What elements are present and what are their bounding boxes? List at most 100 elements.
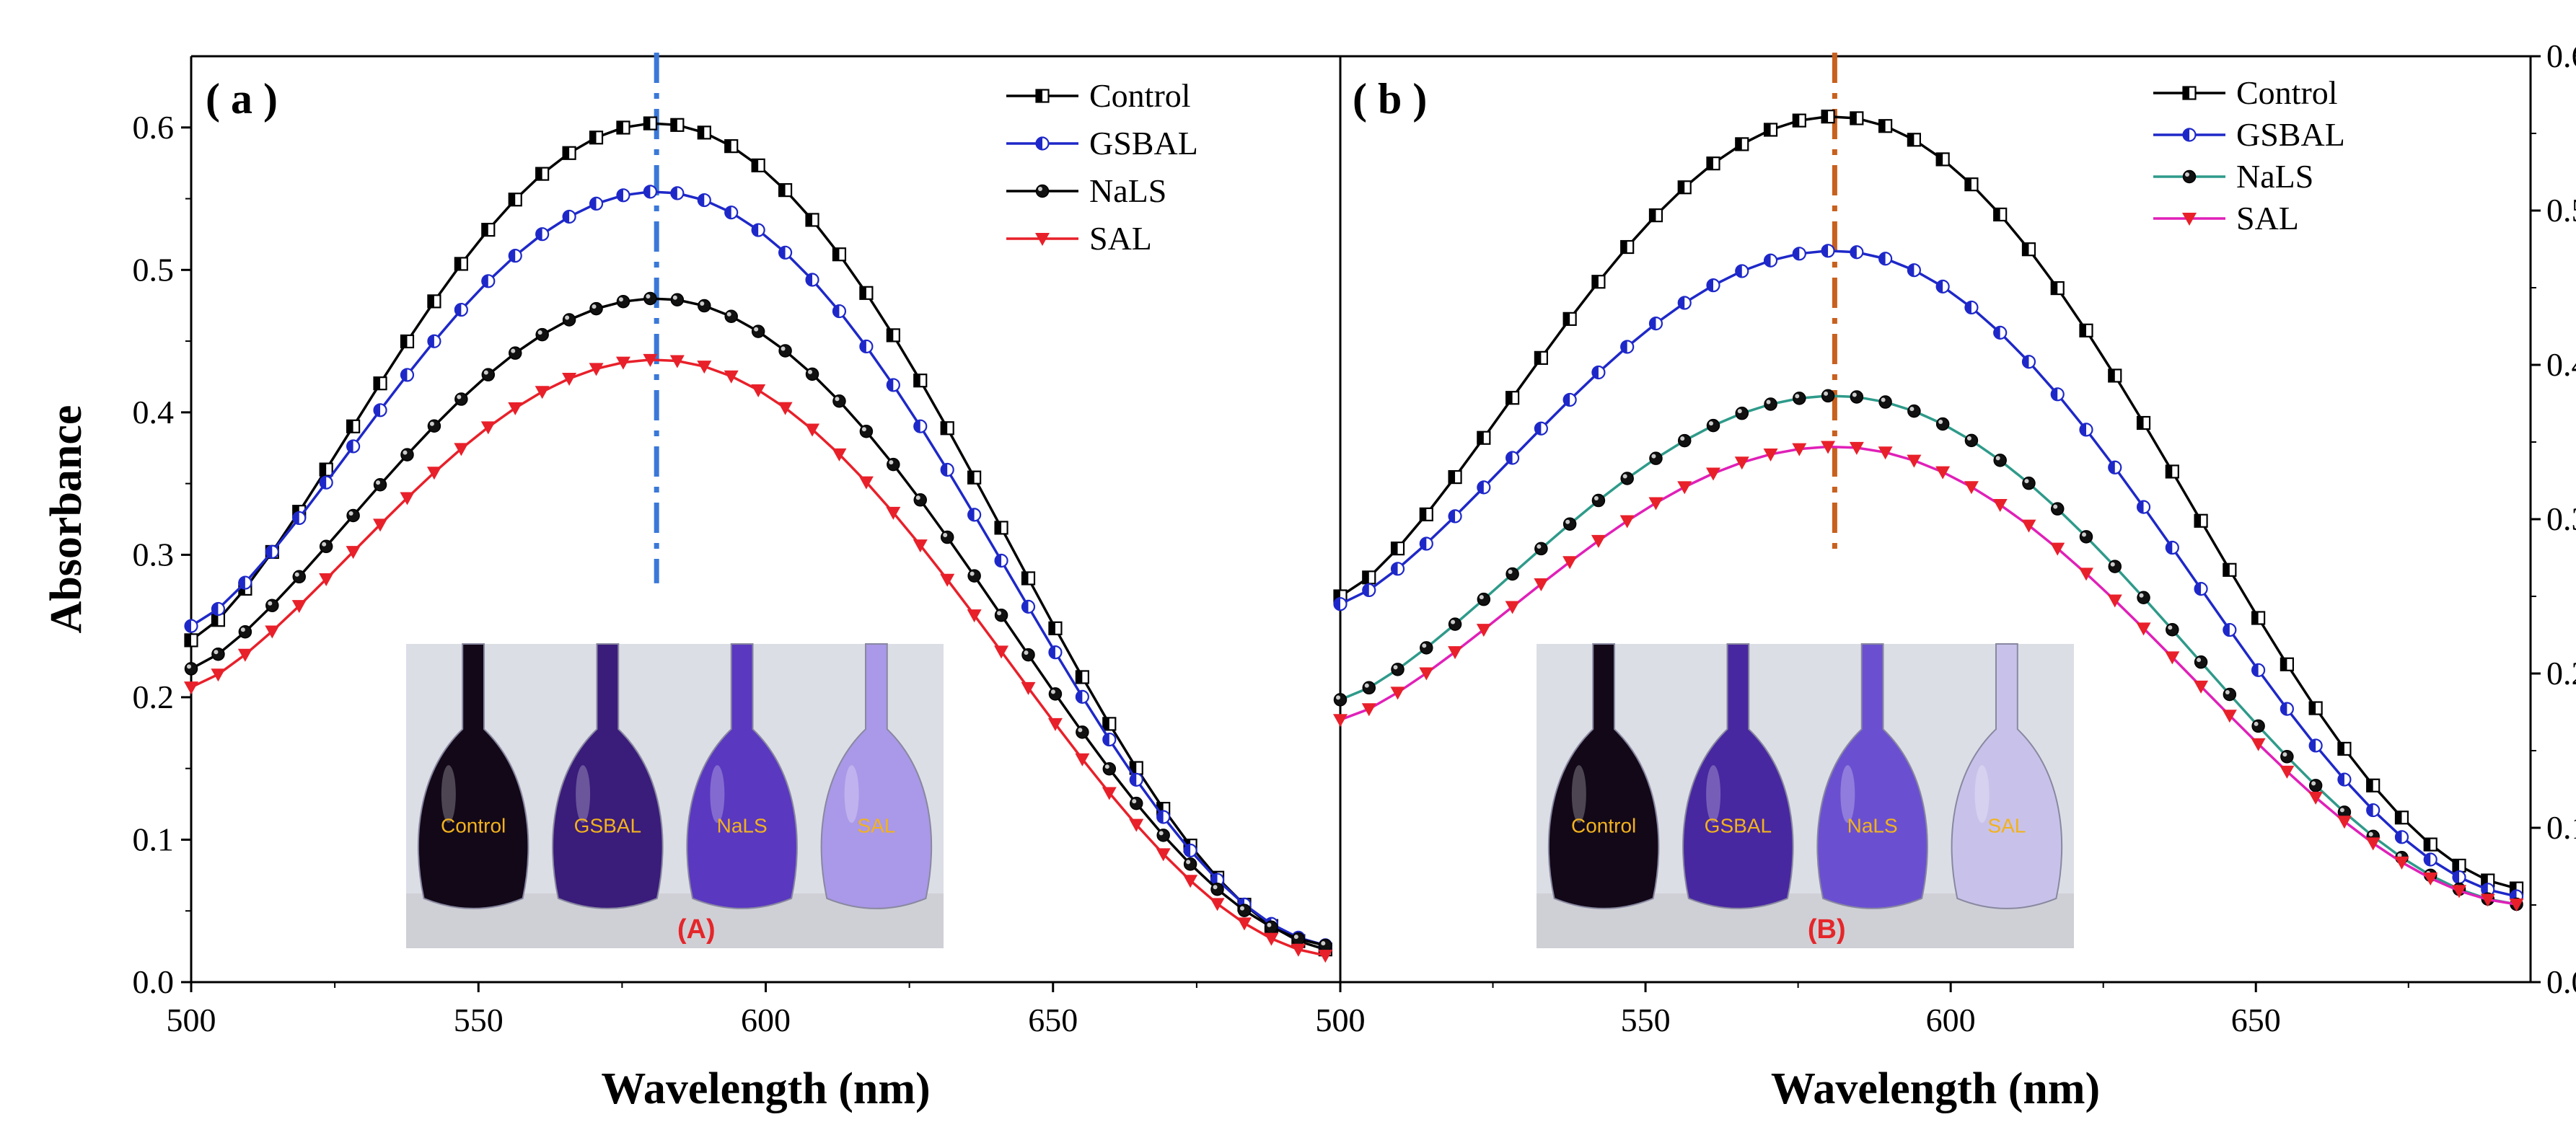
y-tick-label: 0.3 — [133, 536, 175, 573]
data-point-nals-shine — [1078, 728, 1083, 733]
x-tick-label: 500 — [1316, 1002, 1366, 1038]
data-point-nals — [292, 570, 306, 584]
data-point-control-fill — [1477, 431, 1484, 444]
data-point-gsbal-fill — [2137, 500, 2144, 513]
data-point-gsbal-fill — [1363, 583, 1369, 596]
data-point-nals-shine — [1795, 394, 1800, 399]
data-point-gsbal-fill — [320, 476, 327, 489]
data-point-control-fill — [1076, 671, 1083, 684]
data-point-sal — [2079, 568, 2093, 581]
x-tick-label: 550 — [1621, 1002, 1671, 1038]
data-point-nals — [1156, 829, 1170, 842]
data-point-nals-shine — [2168, 625, 2173, 630]
data-point-control-fill — [2367, 779, 2373, 792]
data-point-control-fill — [1049, 622, 1055, 635]
data-point-gsbal-fill — [752, 224, 759, 237]
data-point-control-fill — [320, 463, 327, 476]
data-point-nals — [1850, 390, 1864, 404]
data-point-nals-shine — [348, 511, 353, 516]
data-point-nals-shine — [214, 650, 219, 655]
data-point-sal — [778, 402, 793, 415]
data-point-control-fill — [1994, 208, 2000, 221]
data-point-sal — [535, 386, 550, 399]
data-point-control-fill — [752, 159, 759, 172]
data-point-nals — [1878, 395, 1892, 409]
y-tick-label: 0.4 — [133, 394, 175, 430]
data-point-nals-shine — [754, 327, 759, 332]
data-point-gsbal-fill — [1994, 326, 2000, 339]
data-point-control-fill — [968, 471, 975, 484]
data-point-nals-shine — [1293, 935, 1298, 940]
data-point-nals — [724, 309, 738, 323]
data-point-nals — [1333, 693, 1348, 707]
data-point-gsbal-fill — [2453, 871, 2459, 884]
data-point-nals — [1735, 406, 1749, 420]
data-point-gsbal-fill — [1449, 510, 1456, 523]
data-point-gsbal-fill — [1334, 598, 1340, 611]
data-point-nals — [1764, 397, 1777, 411]
data-point-nals-shine — [1593, 496, 1599, 501]
data-point-sal — [1210, 898, 1225, 911]
data-point-gsbal-fill — [1821, 244, 1829, 257]
data-point-nals — [1291, 932, 1306, 946]
legend-marker — [2182, 213, 2197, 226]
data-point-gsbal-fill — [2223, 624, 2230, 637]
data-point-gsbal-fill — [2109, 461, 2115, 474]
data-point-sal — [1619, 515, 1635, 529]
legend-marker-fill — [1036, 137, 1042, 150]
data-point-sal — [1183, 875, 1198, 888]
y-axis-title: Absorbance — [42, 405, 91, 634]
data-point-control-fill — [1965, 178, 1971, 191]
legend-entry-gsbal: GSBAL — [1006, 125, 1198, 162]
data-point-gsbal-fill — [2309, 739, 2316, 752]
data-point-nals — [2108, 560, 2122, 573]
vial-sal: SAL — [820, 643, 933, 909]
vial-label: SAL — [1987, 815, 2026, 837]
data-point-nals — [319, 539, 333, 554]
data-point-control-fill — [1563, 312, 1570, 325]
data-point-sal — [1792, 443, 1807, 456]
vial-body — [820, 643, 933, 909]
legend-entry-control: Control — [1006, 77, 1191, 114]
data-point-sal — [1291, 943, 1306, 957]
data-point-nals-shine — [1995, 456, 2000, 461]
data-point-sal — [237, 648, 252, 662]
data-point-gsbal-fill — [265, 545, 273, 558]
panel-b: 0.0 0.1 0.2 0.3 0.4 0.5 0.6 500 550 600 650 Wavelen… — [1316, 37, 2576, 1113]
data-point-sal — [319, 573, 334, 587]
legend-label: GSBAL — [2236, 116, 2345, 153]
data-point-control-fill — [2252, 611, 2259, 624]
data-point-nals-shine — [511, 348, 516, 353]
data-point-gsbal-fill — [1076, 690, 1083, 703]
data-point-gsbal-fill — [454, 304, 462, 317]
data-point-sal — [751, 384, 766, 397]
data-point-nals-shine — [781, 346, 786, 351]
data-point-nals-shine — [1267, 922, 1272, 927]
data-point-sal — [2423, 872, 2438, 886]
vial-highlight — [710, 765, 725, 823]
data-point-sal — [1361, 703, 1376, 717]
data-point-nals-shine — [808, 369, 813, 374]
data-point-gsbal-fill — [1477, 481, 1484, 494]
data-point-nals — [1237, 904, 1252, 917]
data-point-nals — [1907, 404, 1921, 418]
data-point-nals-shine — [1622, 474, 1627, 479]
data-point-control-fill — [1736, 138, 1742, 151]
data-point-nals-shine — [2053, 504, 2058, 509]
data-point-nals-shine — [592, 304, 597, 309]
data-point-nals-shine — [1938, 419, 1943, 424]
data-point-control-fill — [2223, 563, 2230, 576]
data-point-nals-shine — [1709, 421, 1713, 426]
series-line-sal — [1340, 445, 2517, 906]
data-point-control-fill — [211, 614, 219, 627]
data-point-nals-shine — [2197, 658, 2202, 663]
data-point-gsbal-fill — [698, 194, 705, 207]
vial-highlight — [1974, 765, 1990, 823]
data-point-control-fill — [1850, 112, 1857, 125]
data-point-nals — [1620, 472, 1634, 485]
data-point-nals-shine — [2339, 808, 2344, 813]
data-point-nals — [751, 324, 765, 338]
data-point-sal — [643, 353, 658, 367]
data-point-control-fill — [1103, 717, 1109, 730]
